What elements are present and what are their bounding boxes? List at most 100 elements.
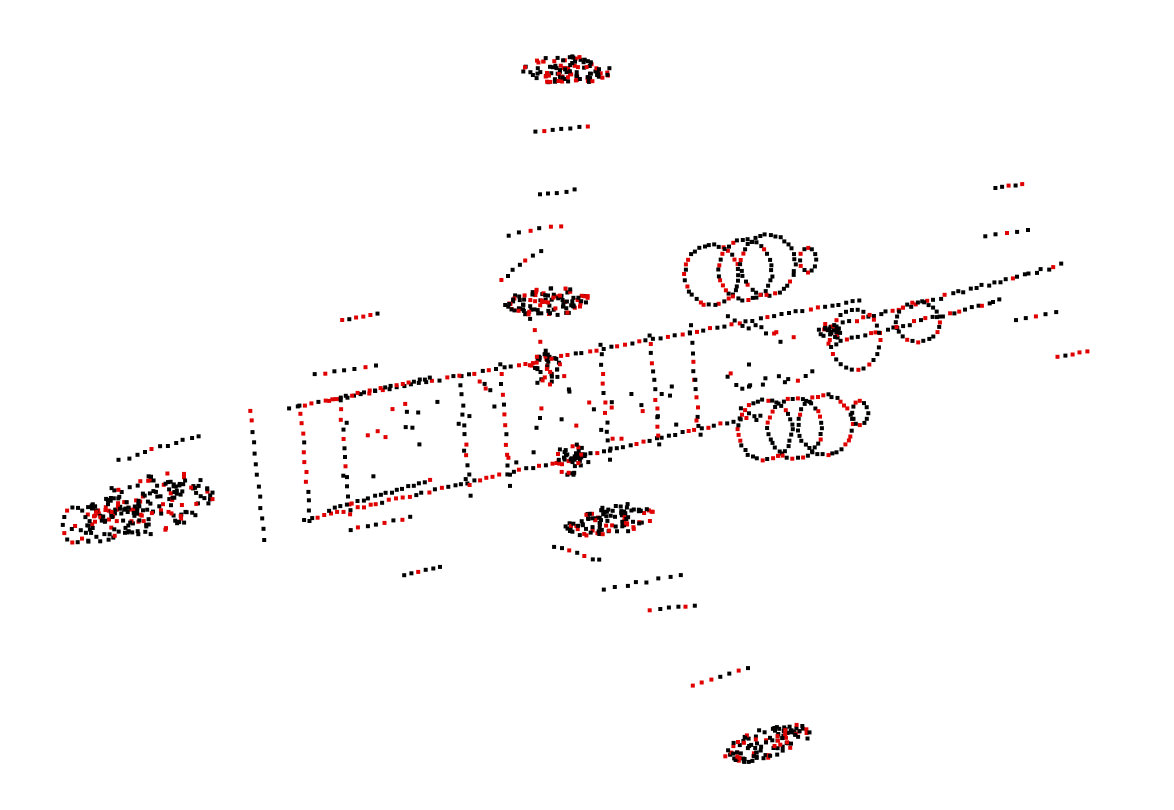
point — [409, 571, 414, 576]
point — [791, 272, 796, 277]
point — [103, 508, 108, 512]
point — [546, 300, 551, 305]
point — [590, 525, 595, 530]
point — [565, 526, 570, 531]
point — [855, 319, 859, 324]
point — [561, 302, 566, 307]
point — [693, 377, 698, 382]
point — [408, 382, 413, 387]
point — [787, 438, 792, 443]
point — [563, 67, 568, 72]
point — [307, 519, 312, 523]
point — [749, 239, 754, 244]
point — [937, 314, 942, 319]
point — [751, 751, 756, 756]
point — [161, 502, 165, 507]
point — [432, 487, 437, 492]
point — [934, 309, 939, 314]
point — [1059, 261, 1064, 266]
point — [600, 75, 605, 80]
point — [555, 55, 560, 60]
point — [490, 474, 495, 479]
point — [874, 323, 879, 328]
nose — [60, 434, 215, 545]
point — [149, 447, 154, 451]
point — [190, 436, 195, 440]
point — [561, 58, 566, 63]
point — [826, 453, 831, 458]
point — [1022, 272, 1027, 277]
point — [601, 512, 606, 517]
point — [531, 450, 536, 455]
point — [584, 512, 589, 517]
point — [647, 608, 652, 613]
point — [163, 481, 168, 486]
point — [169, 503, 173, 508]
point — [350, 393, 355, 398]
point — [610, 436, 615, 441]
point — [788, 279, 792, 284]
point — [179, 503, 184, 507]
point — [403, 401, 408, 406]
point — [1010, 276, 1015, 281]
point — [775, 734, 780, 739]
point — [427, 490, 432, 495]
point — [883, 309, 888, 314]
point — [602, 510, 607, 514]
point — [577, 458, 582, 463]
point — [668, 574, 673, 579]
point — [728, 752, 733, 757]
point — [523, 258, 528, 263]
point — [574, 70, 579, 75]
point — [182, 520, 187, 525]
point — [457, 373, 462, 378]
point — [821, 333, 826, 338]
point — [618, 504, 623, 509]
point — [780, 748, 785, 753]
point — [456, 421, 461, 426]
point — [553, 306, 558, 311]
point — [355, 499, 360, 503]
point — [776, 401, 781, 406]
point — [342, 368, 347, 373]
point — [695, 414, 700, 419]
point — [116, 496, 121, 501]
point — [538, 416, 542, 420]
point — [109, 510, 114, 514]
point — [614, 446, 619, 451]
point — [355, 390, 360, 395]
point — [801, 455, 806, 460]
point — [890, 308, 895, 313]
point — [698, 432, 703, 437]
point — [556, 457, 561, 462]
point — [777, 290, 782, 295]
point — [565, 353, 570, 357]
point — [576, 449, 581, 453]
point — [706, 302, 711, 307]
point — [770, 274, 775, 279]
point — [355, 505, 360, 510]
point — [750, 295, 755, 300]
point — [818, 332, 823, 337]
point — [694, 395, 699, 400]
point — [752, 414, 757, 419]
point — [548, 224, 553, 229]
point — [624, 505, 629, 510]
point — [532, 328, 537, 333]
point — [753, 734, 758, 739]
point — [599, 518, 603, 523]
point — [835, 395, 840, 400]
point — [768, 437, 773, 442]
point — [167, 487, 172, 492]
point — [252, 440, 257, 445]
point — [754, 418, 759, 422]
point — [102, 519, 107, 524]
point — [803, 442, 808, 447]
point — [678, 573, 683, 578]
point — [567, 548, 572, 553]
point — [194, 490, 199, 495]
point — [659, 435, 664, 440]
point — [416, 410, 421, 415]
point — [786, 242, 791, 247]
point — [327, 398, 332, 403]
